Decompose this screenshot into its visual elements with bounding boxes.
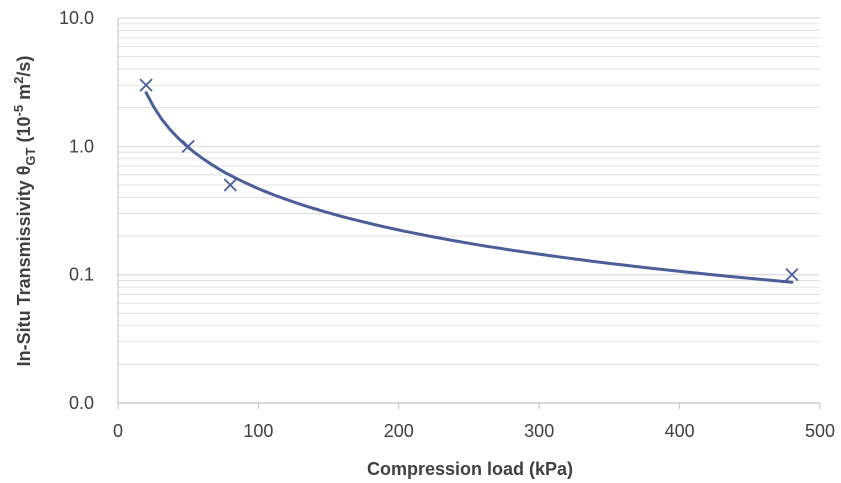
y-axis-title-subscript: GT: [23, 147, 38, 165]
y-axis-title-units-open: (10: [14, 116, 34, 147]
y-axis-title-prefix: In-Situ Transmissivity θ: [14, 166, 34, 367]
y-tick-label: 0.0: [69, 393, 94, 413]
y-tick-label: 1.0: [69, 136, 94, 156]
x-tick-label: 200: [384, 421, 414, 441]
x-tick-label: 100: [243, 421, 273, 441]
gridlines: [118, 17, 820, 404]
x-tick-label: 300: [524, 421, 554, 441]
y-tick-labels: 0.0 0.1 1.0 10.0: [59, 8, 94, 413]
y-axis-title-units-mid: m: [14, 84, 34, 105]
x-tick-label: 500: [805, 421, 835, 441]
marker-stroke: [785, 268, 799, 282]
trendline: [144, 91, 794, 284]
y-axis-title-exponent: -5: [11, 105, 26, 117]
axes: [117, 18, 821, 409]
marker-stroke: [223, 178, 237, 192]
y-axis-title: In-Situ Transmissivity θGT (10-5 m2/s): [11, 56, 38, 367]
y-axis-title-units-power: 2: [11, 77, 26, 84]
x-tick-label: 400: [665, 421, 695, 441]
x-tick-label: 0: [113, 421, 123, 441]
y-axis-title-units-close: /s): [14, 56, 34, 77]
marker-stroke: [139, 78, 153, 92]
y-tick-label: 10.0: [59, 8, 94, 28]
y-tick-label: 0.1: [69, 265, 94, 285]
x-tick-labels: 0 100 200 300 400 500: [113, 421, 835, 441]
data-point-marker: [785, 268, 799, 282]
data-point-marker: [223, 178, 237, 192]
data-point-marker: [139, 78, 153, 92]
x-axis-title: Compression load (kPa): [367, 459, 573, 479]
series: [139, 78, 799, 284]
